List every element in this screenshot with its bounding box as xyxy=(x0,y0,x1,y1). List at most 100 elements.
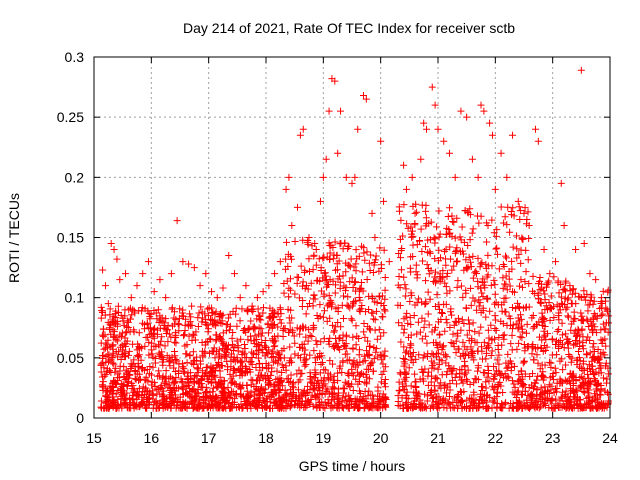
data-point xyxy=(593,397,601,405)
data-point xyxy=(599,400,607,408)
data-point xyxy=(579,367,587,375)
data-point xyxy=(447,255,455,263)
data-point xyxy=(597,391,605,399)
data-point xyxy=(397,266,405,274)
data-point xyxy=(336,362,344,370)
data-point xyxy=(212,331,220,339)
data-point xyxy=(506,282,514,290)
data-point xyxy=(264,392,272,400)
data-point xyxy=(511,390,519,398)
data-point xyxy=(525,234,533,242)
data-point xyxy=(585,323,593,331)
data-point xyxy=(413,208,421,216)
data-point xyxy=(276,386,284,394)
data-point xyxy=(565,396,573,404)
data-point xyxy=(335,398,343,406)
data-point xyxy=(529,385,537,393)
data-point xyxy=(407,223,415,231)
data-point xyxy=(581,404,589,412)
data-point xyxy=(514,378,522,386)
data-point xyxy=(162,294,170,302)
data-point xyxy=(477,383,485,391)
data-point xyxy=(472,270,480,278)
data-point xyxy=(510,288,518,296)
data-point xyxy=(98,308,106,316)
data-point xyxy=(602,342,610,350)
data-point xyxy=(540,287,548,295)
x-tick-label: 16 xyxy=(144,430,160,446)
data-point xyxy=(138,307,146,315)
data-point xyxy=(318,389,326,397)
x-tick-label: 22 xyxy=(488,430,504,446)
data-point xyxy=(204,305,212,313)
data-point xyxy=(454,314,462,322)
data-point xyxy=(375,326,383,334)
data-point xyxy=(135,329,143,337)
data-point xyxy=(490,398,498,406)
data-point xyxy=(495,360,503,368)
data-point xyxy=(475,302,483,310)
data-point xyxy=(516,333,524,341)
data-point xyxy=(296,354,304,362)
data-point xyxy=(279,333,287,341)
data-point xyxy=(223,357,231,365)
data-point xyxy=(99,332,107,340)
data-point xyxy=(478,289,486,297)
data-point xyxy=(519,383,527,391)
data-point xyxy=(230,365,238,373)
data-point xyxy=(342,268,350,276)
data-point xyxy=(402,292,410,300)
data-point xyxy=(595,404,603,412)
data-point xyxy=(149,390,157,398)
data-point xyxy=(471,328,479,336)
data-point xyxy=(442,283,450,291)
data-point xyxy=(454,332,462,340)
data-point xyxy=(352,341,360,349)
data-point xyxy=(554,341,562,349)
data-point xyxy=(362,400,370,408)
data-point xyxy=(449,340,457,348)
data-point xyxy=(411,220,419,228)
data-point xyxy=(604,399,612,407)
data-point xyxy=(359,92,367,100)
data-point xyxy=(469,294,477,302)
data-point xyxy=(135,343,143,351)
data-point xyxy=(321,390,329,398)
data-point xyxy=(398,244,406,252)
data-point xyxy=(503,221,511,229)
data-point xyxy=(451,249,459,257)
data-point xyxy=(323,317,331,325)
data-point xyxy=(134,362,142,370)
data-point xyxy=(316,197,324,205)
data-point xyxy=(110,397,118,405)
data-point xyxy=(355,294,363,302)
data-point xyxy=(317,264,325,272)
x-tick-label: 19 xyxy=(316,430,332,446)
data-point xyxy=(270,338,278,346)
data-point xyxy=(269,321,277,329)
data-point xyxy=(459,293,467,301)
data-point xyxy=(506,315,514,323)
data-point xyxy=(427,218,435,226)
data-point xyxy=(216,313,224,321)
data-point xyxy=(207,379,215,387)
data-point xyxy=(370,355,378,363)
data-point xyxy=(142,384,150,392)
data-point xyxy=(273,349,281,357)
data-point xyxy=(352,267,360,275)
data-point xyxy=(197,303,205,311)
data-point xyxy=(252,363,260,371)
data-point xyxy=(435,246,443,254)
data-point xyxy=(251,332,259,340)
data-point xyxy=(405,364,413,372)
data-point xyxy=(604,370,612,378)
data-point xyxy=(292,396,300,404)
data-point xyxy=(216,373,224,381)
data-point xyxy=(562,305,570,313)
data-point xyxy=(141,376,149,384)
data-point xyxy=(534,343,542,351)
data-point xyxy=(568,373,576,381)
data-point xyxy=(310,384,318,392)
data-point xyxy=(602,325,610,333)
data-point xyxy=(359,371,367,379)
